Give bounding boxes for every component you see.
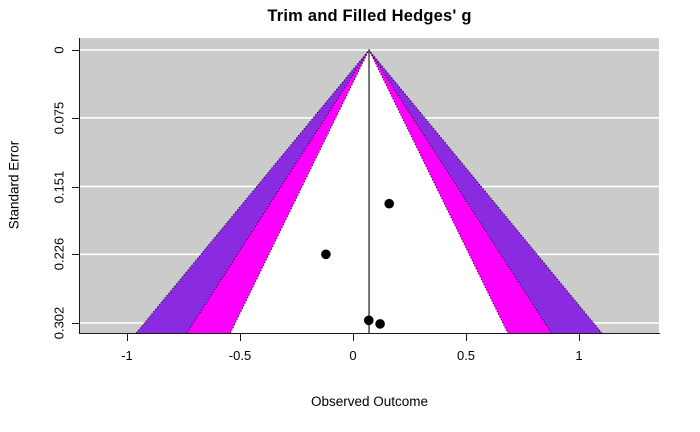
x-tick bbox=[579, 334, 580, 341]
x-axis-title: Observed Outcome bbox=[310, 394, 429, 409]
y-axis-line bbox=[79, 38, 80, 334]
y-tick bbox=[72, 186, 79, 188]
x-axis-line bbox=[79, 333, 660, 334]
x-tick bbox=[240, 334, 241, 341]
y-tick-label: 0.151 bbox=[51, 170, 67, 203]
y-tick bbox=[72, 50, 79, 51]
chart-title: Trim and Filled Hedges' g bbox=[267, 7, 472, 25]
x-tick-label: 1 bbox=[575, 348, 583, 363]
x-tick-label: 0 bbox=[349, 348, 357, 363]
y-tick bbox=[72, 117, 79, 119]
x-tick bbox=[353, 334, 354, 341]
x-tick bbox=[466, 334, 467, 341]
y-tick bbox=[72, 254, 79, 256]
y-tick bbox=[72, 323, 79, 324]
y-tick-label: 0 bbox=[51, 46, 67, 54]
x-tick-label: -0.5 bbox=[228, 348, 252, 363]
x-tick-label: -1 bbox=[121, 348, 133, 363]
x-tick bbox=[127, 334, 128, 341]
y-tick-label: 0.075 bbox=[51, 101, 67, 135]
data-point bbox=[375, 319, 385, 329]
funnel-plot-canvas bbox=[80, 48, 659, 333]
data-point bbox=[384, 198, 395, 209]
x-tick-label: 0.5 bbox=[456, 348, 476, 363]
data-point bbox=[321, 249, 331, 260]
y-tick-label: 0.302 bbox=[51, 306, 67, 340]
y-axis-title: Standard Error bbox=[6, 140, 22, 230]
plot-area bbox=[80, 38, 659, 333]
y-tick-label: 0.226 bbox=[51, 238, 67, 271]
data-point bbox=[364, 315, 374, 326]
